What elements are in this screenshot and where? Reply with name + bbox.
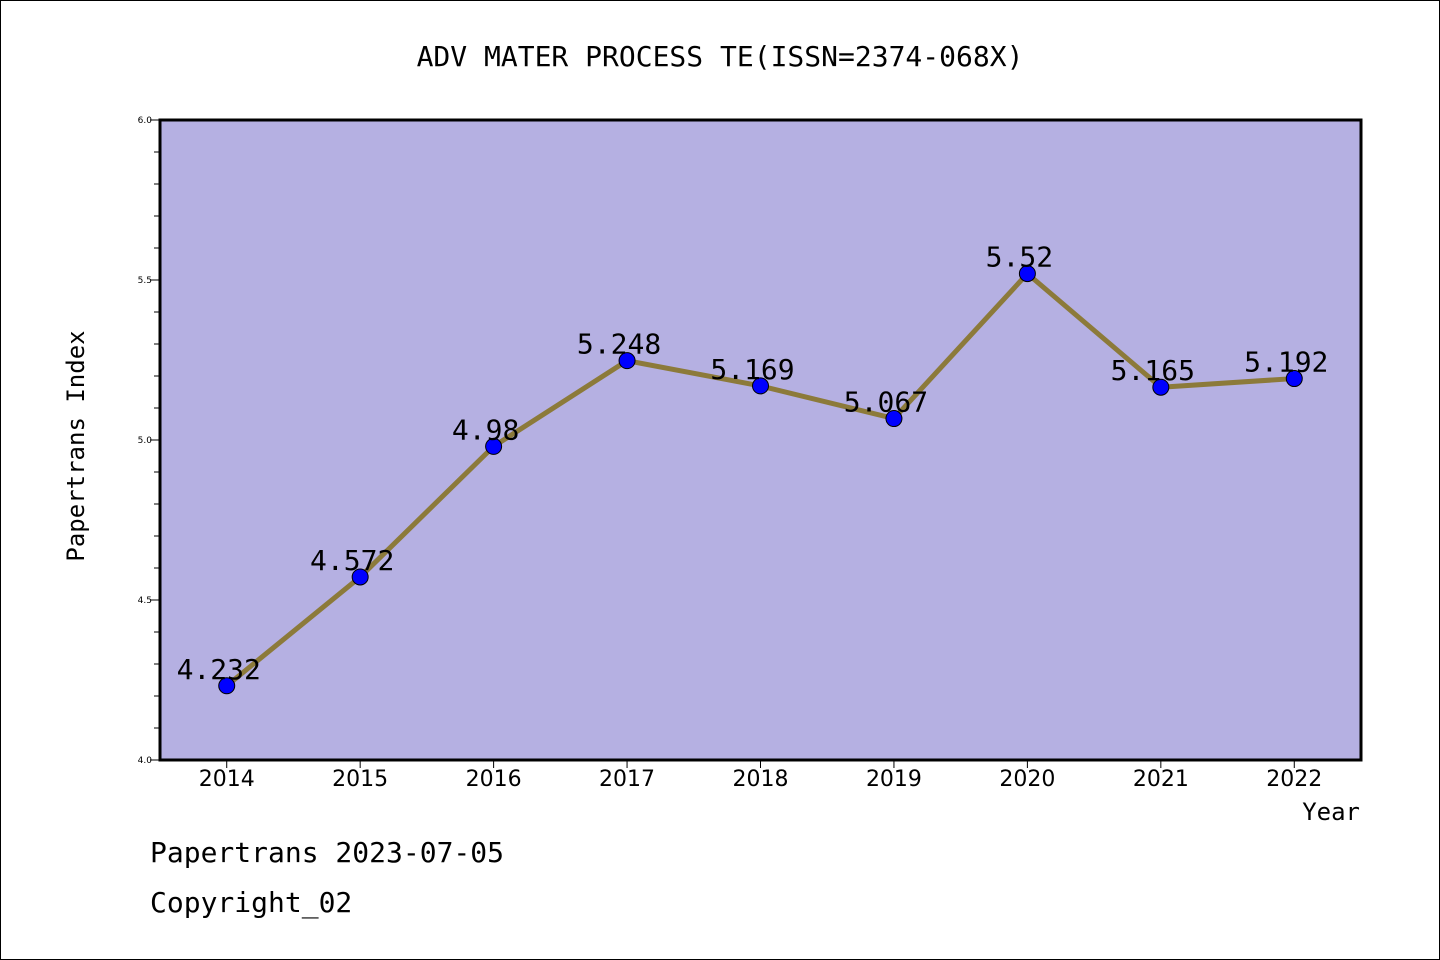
data-point [885,410,903,428]
data-label: 5.52 [986,241,1053,274]
y-axis-ticks: 4.0 4.5 5.0 5.5 6.0 [138,116,160,766]
x-tick-label: 2016 [466,767,522,792]
x-tick-label: 2022 [1266,767,1322,792]
data-point [1152,378,1170,396]
x-tick-label: 2014 [199,767,255,792]
data-label: 4.232 [177,653,261,686]
footer-date: Papertrans 2023-07-05 [150,836,505,869]
data-label: 5.067 [844,386,928,419]
data-point [218,677,236,695]
x-tick-label: 2020 [999,767,1055,792]
y-tick-label: 5.5 [138,276,152,286]
data-label: 5.165 [1111,354,1195,387]
x-axis-label: Year [1302,798,1360,826]
data-label: 4.98 [452,413,519,446]
data-label: 4.572 [310,544,394,577]
x-axis-ticks: 2014 2015 2016 2017 2018 2019 2020 2021 2022 [199,760,1322,792]
x-tick-label: 2017 [599,767,655,792]
footer-copyright: Copyright_02 [150,886,353,919]
x-tick-label: 2019 [866,767,922,792]
y-tick-label: 5.0 [138,436,153,446]
y-tick-label: 4.0 [138,756,153,766]
data-label: 5.192 [1244,346,1328,379]
plot-area [158,118,1363,762]
x-tick-label: 2015 [332,767,388,792]
data-point [752,377,769,395]
data-point [618,352,636,370]
series-group: 4.232 4.572 4.98 5.248 5.169 5.067 5.52 5.165 5.… [177,241,1328,695]
data-point [1285,370,1303,388]
y-axis-label: Papertrans Index [62,330,90,561]
data-point [485,437,503,455]
data-point [1018,265,1036,283]
x-tick-label: 2018 [733,767,789,792]
data-point [351,568,369,586]
data-label: 5.169 [710,353,794,386]
x-tick-label: 2021 [1133,767,1189,792]
y-tick-label: 4.5 [138,596,152,606]
chart-title: ADV MATER PROCESS TE(ISSN=2374-068X) [417,40,1024,73]
y-tick-label: 6.0 [138,116,153,126]
data-label: 5.248 [577,328,661,361]
